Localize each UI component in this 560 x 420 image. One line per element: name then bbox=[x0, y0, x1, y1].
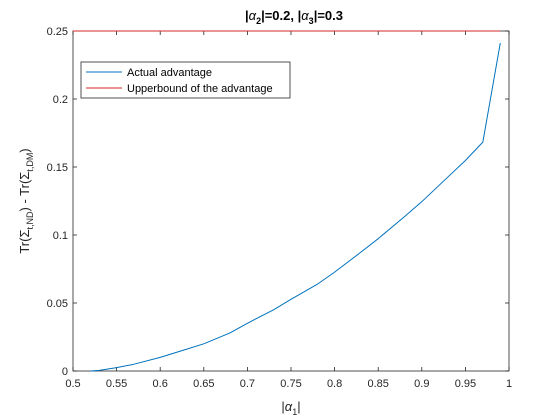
y-tick-label: 0.25 bbox=[47, 26, 68, 38]
x-tick-label: 0.5 bbox=[65, 378, 80, 390]
x-tick-label: 0.8 bbox=[327, 378, 342, 390]
y-tick-label: 0.05 bbox=[47, 298, 68, 310]
x-tick-label: 1 bbox=[506, 378, 512, 390]
x-tick-label: 0.55 bbox=[106, 378, 127, 390]
x-tick-label: 0.6 bbox=[153, 378, 168, 390]
legend-label-actual-advantage: Actual advantage bbox=[127, 67, 212, 79]
x-tick-label: 0.65 bbox=[193, 378, 214, 390]
chart-title: |α2|=0.2, |α3|=0.3 bbox=[245, 8, 343, 26]
x-tick-label: 0.95 bbox=[455, 378, 476, 390]
axis-ticks: 0.5 0.55 0.6 0.65 0.7 0.75 0.8 0.85 0.9 0.95 1 0 0.0… bbox=[47, 26, 512, 390]
legend: Actual advantage Upperbound of the advan… bbox=[80, 61, 291, 99]
x-tick-label: 0.9 bbox=[414, 378, 429, 390]
x-tick-label: 0.75 bbox=[280, 378, 301, 390]
y-axis-label: Tr(Σt,ND) - Tr(Σt,DM) bbox=[17, 148, 35, 253]
y-tick-label: 0.1 bbox=[53, 230, 68, 242]
series-line-actual-advantage bbox=[90, 43, 501, 372]
x-axis-label: |α1| bbox=[281, 399, 300, 417]
y-tick-label: 0.2 bbox=[53, 94, 68, 106]
series-lines bbox=[73, 30, 501, 372]
x-tick-label: 0.7 bbox=[240, 378, 255, 390]
y-tick-label: 0.15 bbox=[47, 162, 68, 174]
legend-label-upperbound: Upperbound of the advantage bbox=[127, 83, 273, 95]
x-tick-label: 0.85 bbox=[367, 378, 388, 390]
legend-box bbox=[80, 61, 291, 99]
y-tick-label: 0 bbox=[62, 366, 68, 378]
